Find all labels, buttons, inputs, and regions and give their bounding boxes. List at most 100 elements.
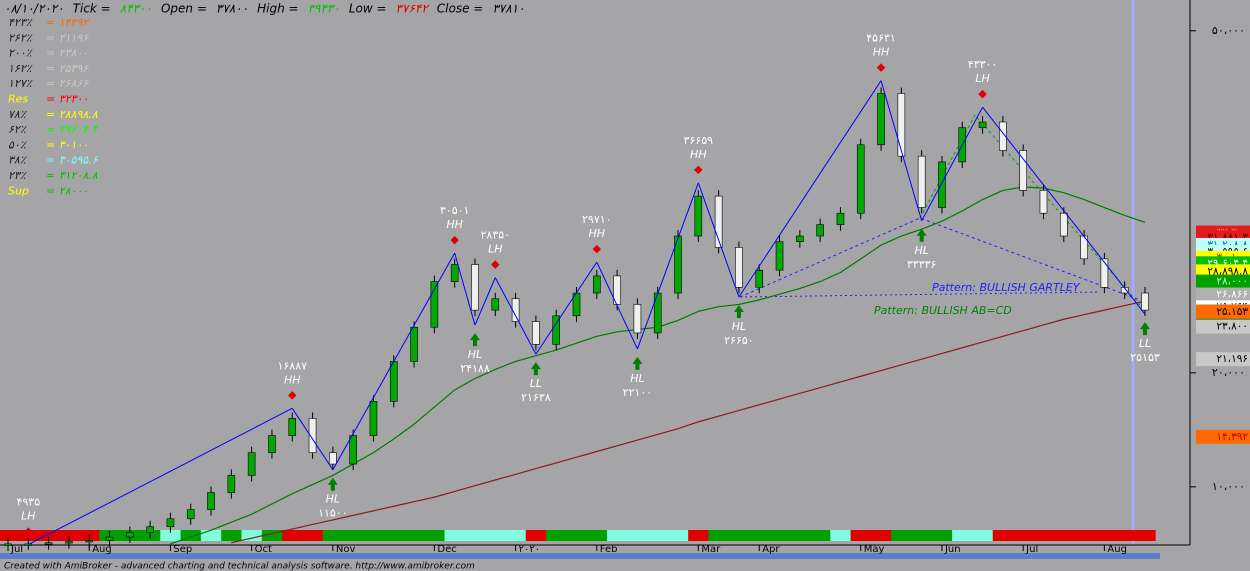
- trend-segment: [769, 530, 791, 541]
- swing-marker: [916, 228, 927, 242]
- swing-marker: [733, 305, 744, 319]
- price-tag-label: ۲۸،۰۰۰: [1216, 276, 1248, 288]
- swing-tag: HH: [873, 46, 890, 59]
- trend-segment: [1114, 530, 1136, 541]
- x-tick-label: Sep: [173, 544, 192, 555]
- level-name: ۵۰٪: [8, 138, 27, 151]
- swing-tag: LH: [975, 72, 989, 85]
- zigzag: [28, 407, 293, 546]
- swing-value: ۲۸۳۵۰: [481, 229, 511, 242]
- trend-segment: [403, 530, 425, 541]
- candle: [471, 264, 479, 311]
- swing-value: ۲۱۶۳۸: [521, 391, 551, 404]
- trend-segment: [363, 530, 385, 541]
- trend-segment: [708, 530, 730, 541]
- swing-marker: [632, 356, 643, 370]
- x-tick-label: Dec: [437, 544, 456, 555]
- swing-marker: [530, 362, 541, 376]
- swing-marker: [1140, 322, 1150, 336]
- trend-segment: [282, 530, 303, 541]
- trend-segment: [830, 530, 852, 541]
- candle: [410, 326, 418, 362]
- candle: [186, 509, 195, 520]
- candle: [1100, 258, 1109, 288]
- price-tag: [1196, 319, 1250, 334]
- candle: [836, 212, 845, 225]
- swing-tag: HH: [284, 373, 301, 386]
- level-name: ۱۶۲٪: [8, 62, 33, 75]
- price-tag: [1196, 304, 1250, 319]
- x-tick-label: Jun: [944, 544, 961, 555]
- zigzag: [291, 408, 334, 471]
- trend-segment: [586, 530, 608, 541]
- trend-segment: [525, 530, 547, 541]
- swing-value: ۳۳۳۳۶: [907, 258, 937, 271]
- trend-segment: [322, 530, 344, 541]
- x-tick-label: Mar: [701, 544, 721, 555]
- trend-segment: [911, 530, 933, 541]
- x-tick-label: Nov: [336, 544, 356, 555]
- candle: [735, 247, 743, 288]
- swing-marker: [450, 235, 459, 245]
- level-name: ۱۲۷٪: [8, 77, 33, 90]
- candle: [897, 93, 906, 157]
- zigzag: [921, 106, 984, 222]
- trend-segment: [1134, 530, 1156, 541]
- swing-value: ۲۴۱۸۸: [460, 362, 490, 375]
- level-name: ۷۸٪: [8, 108, 27, 121]
- candle: [775, 241, 784, 271]
- trend-segment: [1053, 530, 1075, 541]
- trend-segment: [566, 530, 588, 541]
- trend-segment: [221, 530, 242, 541]
- level-name: ۲۳٪: [8, 169, 27, 182]
- header-item: Low =: [349, 2, 387, 16]
- header-item: Tick =: [73, 2, 111, 16]
- candle: [349, 435, 357, 465]
- x-tick-label: Apr: [762, 544, 780, 555]
- trend-segment: [972, 530, 994, 541]
- header-item: Open =: [161, 2, 207, 16]
- zigzag: [982, 106, 1146, 315]
- candle: [105, 536, 114, 541]
- swing-value: ۲۲۱۰۰: [623, 386, 653, 399]
- pattern-label: Pattern: BULLISH GARTLEY: [932, 281, 1081, 294]
- level-price: = ۲۵۳۹۶: [46, 62, 89, 75]
- x-tick-label: Aug: [1107, 544, 1127, 555]
- candle: [1120, 287, 1129, 294]
- candle: [126, 532, 134, 538]
- price-tag-label: ۲۶،۸۶۶: [1216, 289, 1248, 301]
- candle: [268, 435, 276, 453]
- price-tag: [1196, 352, 1250, 367]
- candle: [288, 418, 297, 436]
- level-name: ۴۲۳٪: [8, 16, 33, 29]
- candle: [166, 518, 175, 528]
- level-name: ۲۶۲٪: [8, 31, 33, 44]
- x-tick-label: May: [864, 544, 885, 555]
- level-name: ۳۸٪: [8, 154, 27, 167]
- candle: [796, 235, 804, 243]
- swing-tag: LL: [530, 377, 542, 390]
- level-price: = ۳۱۲۰۸.۸: [46, 169, 98, 182]
- candle: [1019, 150, 1027, 191]
- swing-value: ۳۶۶۵۹: [684, 134, 714, 147]
- trend-segment: [728, 530, 750, 541]
- swing-value: ۲۵۱۵۳: [1130, 351, 1160, 364]
- x-tick-label: ۲۰۲۰: [519, 544, 540, 555]
- trend-segment: [302, 530, 324, 541]
- candle: [369, 401, 378, 436]
- header-item: ۳۹۴۳۰: [308, 2, 340, 16]
- zigzag: [535, 261, 598, 355]
- level-price: = ۲۶۸۶۶: [46, 77, 89, 90]
- candle: [308, 418, 317, 453]
- swing-tag: HL: [326, 493, 340, 506]
- trend-segment: [1094, 530, 1116, 541]
- candle: [44, 542, 53, 545]
- level-price: = ۲۹۶۰۴.۴: [46, 123, 99, 136]
- trend-segment: [952, 530, 973, 541]
- swing-tag: LH: [488, 243, 502, 256]
- swing-marker: [469, 333, 480, 347]
- level-price: = ۲۱۱۹۶: [46, 31, 89, 44]
- trend-segment: [241, 530, 263, 541]
